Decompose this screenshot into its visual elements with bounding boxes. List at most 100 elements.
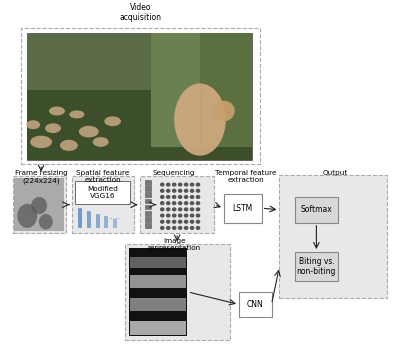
Circle shape xyxy=(167,220,170,223)
FancyBboxPatch shape xyxy=(130,257,186,268)
Text: Frame resizing
(224x224): Frame resizing (224x224) xyxy=(15,170,68,184)
Circle shape xyxy=(161,214,164,217)
Circle shape xyxy=(196,208,200,211)
Circle shape xyxy=(172,208,176,211)
Text: Softmax: Softmax xyxy=(300,205,332,214)
FancyBboxPatch shape xyxy=(104,216,108,227)
FancyBboxPatch shape xyxy=(72,176,134,233)
FancyBboxPatch shape xyxy=(130,275,186,288)
Circle shape xyxy=(178,183,182,186)
FancyBboxPatch shape xyxy=(130,288,186,298)
Circle shape xyxy=(178,202,182,204)
Circle shape xyxy=(196,195,200,198)
Text: ·····: ····· xyxy=(108,215,120,224)
Circle shape xyxy=(190,189,194,192)
FancyBboxPatch shape xyxy=(96,213,99,227)
Ellipse shape xyxy=(93,137,109,147)
Ellipse shape xyxy=(60,140,78,151)
FancyBboxPatch shape xyxy=(145,180,151,185)
FancyBboxPatch shape xyxy=(78,208,81,227)
FancyBboxPatch shape xyxy=(202,32,252,147)
Circle shape xyxy=(172,183,176,186)
FancyBboxPatch shape xyxy=(224,194,262,223)
Text: CNN: CNN xyxy=(247,300,264,309)
FancyBboxPatch shape xyxy=(129,248,187,336)
Circle shape xyxy=(184,214,188,217)
Ellipse shape xyxy=(17,204,37,228)
Ellipse shape xyxy=(174,84,226,156)
FancyBboxPatch shape xyxy=(145,199,151,203)
Circle shape xyxy=(161,195,164,198)
Circle shape xyxy=(161,208,164,211)
Circle shape xyxy=(190,214,194,217)
Circle shape xyxy=(190,183,194,186)
FancyBboxPatch shape xyxy=(27,32,252,160)
FancyBboxPatch shape xyxy=(87,211,90,227)
Ellipse shape xyxy=(49,107,65,116)
FancyBboxPatch shape xyxy=(145,217,151,222)
Circle shape xyxy=(196,183,200,186)
FancyBboxPatch shape xyxy=(12,176,66,233)
Ellipse shape xyxy=(45,123,61,133)
Ellipse shape xyxy=(31,197,47,214)
FancyBboxPatch shape xyxy=(145,224,151,228)
FancyBboxPatch shape xyxy=(75,181,130,204)
Circle shape xyxy=(190,202,194,204)
Circle shape xyxy=(172,189,176,192)
FancyBboxPatch shape xyxy=(145,205,151,210)
Circle shape xyxy=(178,214,182,217)
Ellipse shape xyxy=(30,136,52,148)
Circle shape xyxy=(161,183,164,186)
FancyBboxPatch shape xyxy=(145,211,151,216)
Circle shape xyxy=(184,208,188,211)
Circle shape xyxy=(167,202,170,204)
Ellipse shape xyxy=(26,120,40,129)
Circle shape xyxy=(178,195,182,198)
Circle shape xyxy=(172,226,176,229)
Circle shape xyxy=(190,195,194,198)
Circle shape xyxy=(196,214,200,217)
FancyBboxPatch shape xyxy=(294,197,338,223)
FancyBboxPatch shape xyxy=(145,193,151,197)
FancyBboxPatch shape xyxy=(113,219,116,227)
Text: Video
acquisition: Video acquisition xyxy=(120,3,162,22)
FancyBboxPatch shape xyxy=(124,244,230,340)
Circle shape xyxy=(184,189,188,192)
Text: Biting vs.
non-biting: Biting vs. non-biting xyxy=(297,257,336,276)
Circle shape xyxy=(190,220,194,223)
Circle shape xyxy=(184,183,188,186)
Circle shape xyxy=(184,195,188,198)
Circle shape xyxy=(161,220,164,223)
FancyBboxPatch shape xyxy=(130,311,186,321)
Circle shape xyxy=(178,208,182,211)
Circle shape xyxy=(178,220,182,223)
Circle shape xyxy=(184,226,188,229)
Circle shape xyxy=(167,189,170,192)
Circle shape xyxy=(161,202,164,204)
FancyBboxPatch shape xyxy=(280,175,387,298)
Circle shape xyxy=(167,214,170,217)
Circle shape xyxy=(161,226,164,229)
Circle shape xyxy=(167,183,170,186)
FancyBboxPatch shape xyxy=(130,321,186,334)
Text: Temporal feature
extraction: Temporal feature extraction xyxy=(215,170,276,183)
Circle shape xyxy=(161,189,164,192)
Ellipse shape xyxy=(69,111,84,118)
Ellipse shape xyxy=(39,214,53,229)
Circle shape xyxy=(172,195,176,198)
Circle shape xyxy=(167,195,170,198)
Text: Output: Output xyxy=(322,170,348,176)
Circle shape xyxy=(190,208,194,211)
FancyBboxPatch shape xyxy=(145,186,151,191)
Circle shape xyxy=(172,214,176,217)
Circle shape xyxy=(190,226,194,229)
Ellipse shape xyxy=(79,126,99,138)
Circle shape xyxy=(196,202,200,204)
FancyBboxPatch shape xyxy=(130,250,186,257)
FancyBboxPatch shape xyxy=(140,176,214,233)
Circle shape xyxy=(184,202,188,204)
Text: Modified
VGG16: Modified VGG16 xyxy=(88,186,118,199)
Text: Image
representation: Image representation xyxy=(148,238,201,251)
Circle shape xyxy=(196,220,200,223)
Circle shape xyxy=(172,202,176,204)
